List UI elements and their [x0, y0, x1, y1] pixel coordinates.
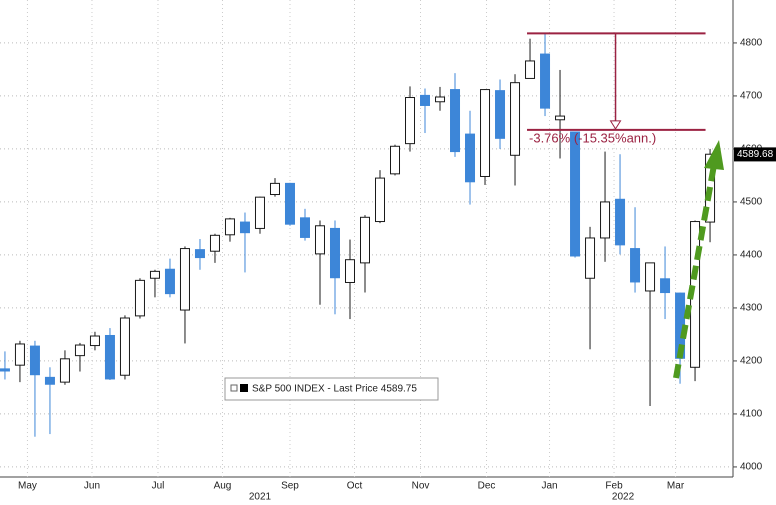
- year-label: 2021: [249, 492, 272, 503]
- candle-body: [314, 225, 325, 255]
- candle-body: [239, 221, 250, 234]
- axis-labels: 400041004200430044004500460047004800MayJ…: [18, 38, 776, 503]
- x-tick-label: Mar: [667, 481, 685, 492]
- candle-body: [420, 94, 431, 106]
- y-tick-label: 4400: [740, 250, 763, 261]
- candle-body: [269, 182, 280, 196]
- change-arrow-head: [609, 120, 622, 130]
- candle-body: [450, 89, 461, 153]
- candle-body: [645, 262, 656, 292]
- candle-body: [525, 60, 536, 79]
- y-tick-label: 4200: [740, 356, 763, 367]
- candle-body: [0, 368, 10, 372]
- candle-body: [510, 82, 521, 156]
- candle-body: [540, 53, 551, 109]
- y-tick-label: 4300: [740, 303, 763, 314]
- legend: S&P 500 INDEX - Last Price 4589.75: [224, 377, 439, 401]
- y-tick-label: 4800: [740, 38, 763, 49]
- candle-body: [134, 279, 145, 317]
- candle-body: [495, 90, 506, 139]
- year-label: 2022: [612, 492, 635, 503]
- legend-label: S&P 500 INDEX - Last Price 4589.75: [252, 384, 417, 395]
- candle-body: [59, 358, 70, 383]
- candle-body: [390, 145, 401, 175]
- candle-body: [435, 96, 446, 103]
- x-tick-label: May: [18, 481, 37, 492]
- y-tick-label: 4000: [740, 462, 763, 473]
- y-tick-label: 4700: [740, 91, 763, 102]
- annotation-text: -3.76% (-15.35%ann.): [529, 130, 656, 145]
- last-price-label: 4589.68: [737, 149, 774, 160]
- candle-body: [660, 278, 671, 294]
- candle-body: [179, 248, 190, 311]
- candle-body: [224, 218, 235, 236]
- candle-body: [570, 131, 581, 257]
- x-tick-label: Nov: [412, 481, 430, 492]
- x-tick-label: Jun: [84, 481, 100, 492]
- candle-body: [149, 270, 160, 279]
- candle-body: [44, 376, 55, 385]
- x-tick-label: Feb: [605, 481, 623, 492]
- trend-arrow: [673, 140, 724, 379]
- x-tick-label: Oct: [347, 481, 363, 492]
- candle-body: [630, 248, 641, 283]
- annotation: -3.76% (-15.35%ann.): [527, 32, 706, 145]
- candle-body: [14, 343, 25, 366]
- candle-body: [284, 182, 295, 225]
- candle-body: [209, 234, 220, 252]
- candles: [0, 33, 716, 437]
- candle-body: [299, 217, 310, 238]
- legend-box: [224, 377, 439, 401]
- candle-body: [329, 227, 340, 279]
- trend-head: [704, 140, 724, 170]
- x-tick-label: Dec: [478, 481, 496, 492]
- candle-body: [615, 198, 626, 246]
- candle-body: [375, 177, 386, 223]
- candle-body: [360, 216, 370, 264]
- legend-icon: [230, 384, 238, 392]
- candle-body: [480, 89, 491, 177]
- last-price-box: [734, 147, 776, 162]
- candle-body: [89, 335, 100, 347]
- candle-body: [405, 97, 416, 145]
- x-tick-label: Jul: [152, 481, 165, 492]
- candle-body: [465, 133, 476, 183]
- candle-body: [104, 334, 115, 380]
- candle-body: [164, 268, 175, 295]
- x-tick-label: Jan: [541, 481, 557, 492]
- candle-body: [600, 201, 611, 239]
- legend-swatch: [240, 384, 248, 392]
- candle-body: [555, 115, 566, 121]
- candle-body: [119, 317, 130, 376]
- candle-body: [344, 259, 355, 283]
- x-tick-label: Aug: [214, 481, 232, 492]
- candle-body: [254, 196, 265, 229]
- x-tick-label: Sep: [281, 481, 299, 492]
- y-tick-label: 4500: [740, 197, 763, 208]
- y-tick-label: 4100: [740, 409, 763, 420]
- candle-body: [194, 249, 205, 259]
- candle-body: [74, 344, 85, 357]
- candle-body: [29, 345, 40, 376]
- trend-line: [673, 164, 717, 379]
- candle-body: [585, 237, 596, 279]
